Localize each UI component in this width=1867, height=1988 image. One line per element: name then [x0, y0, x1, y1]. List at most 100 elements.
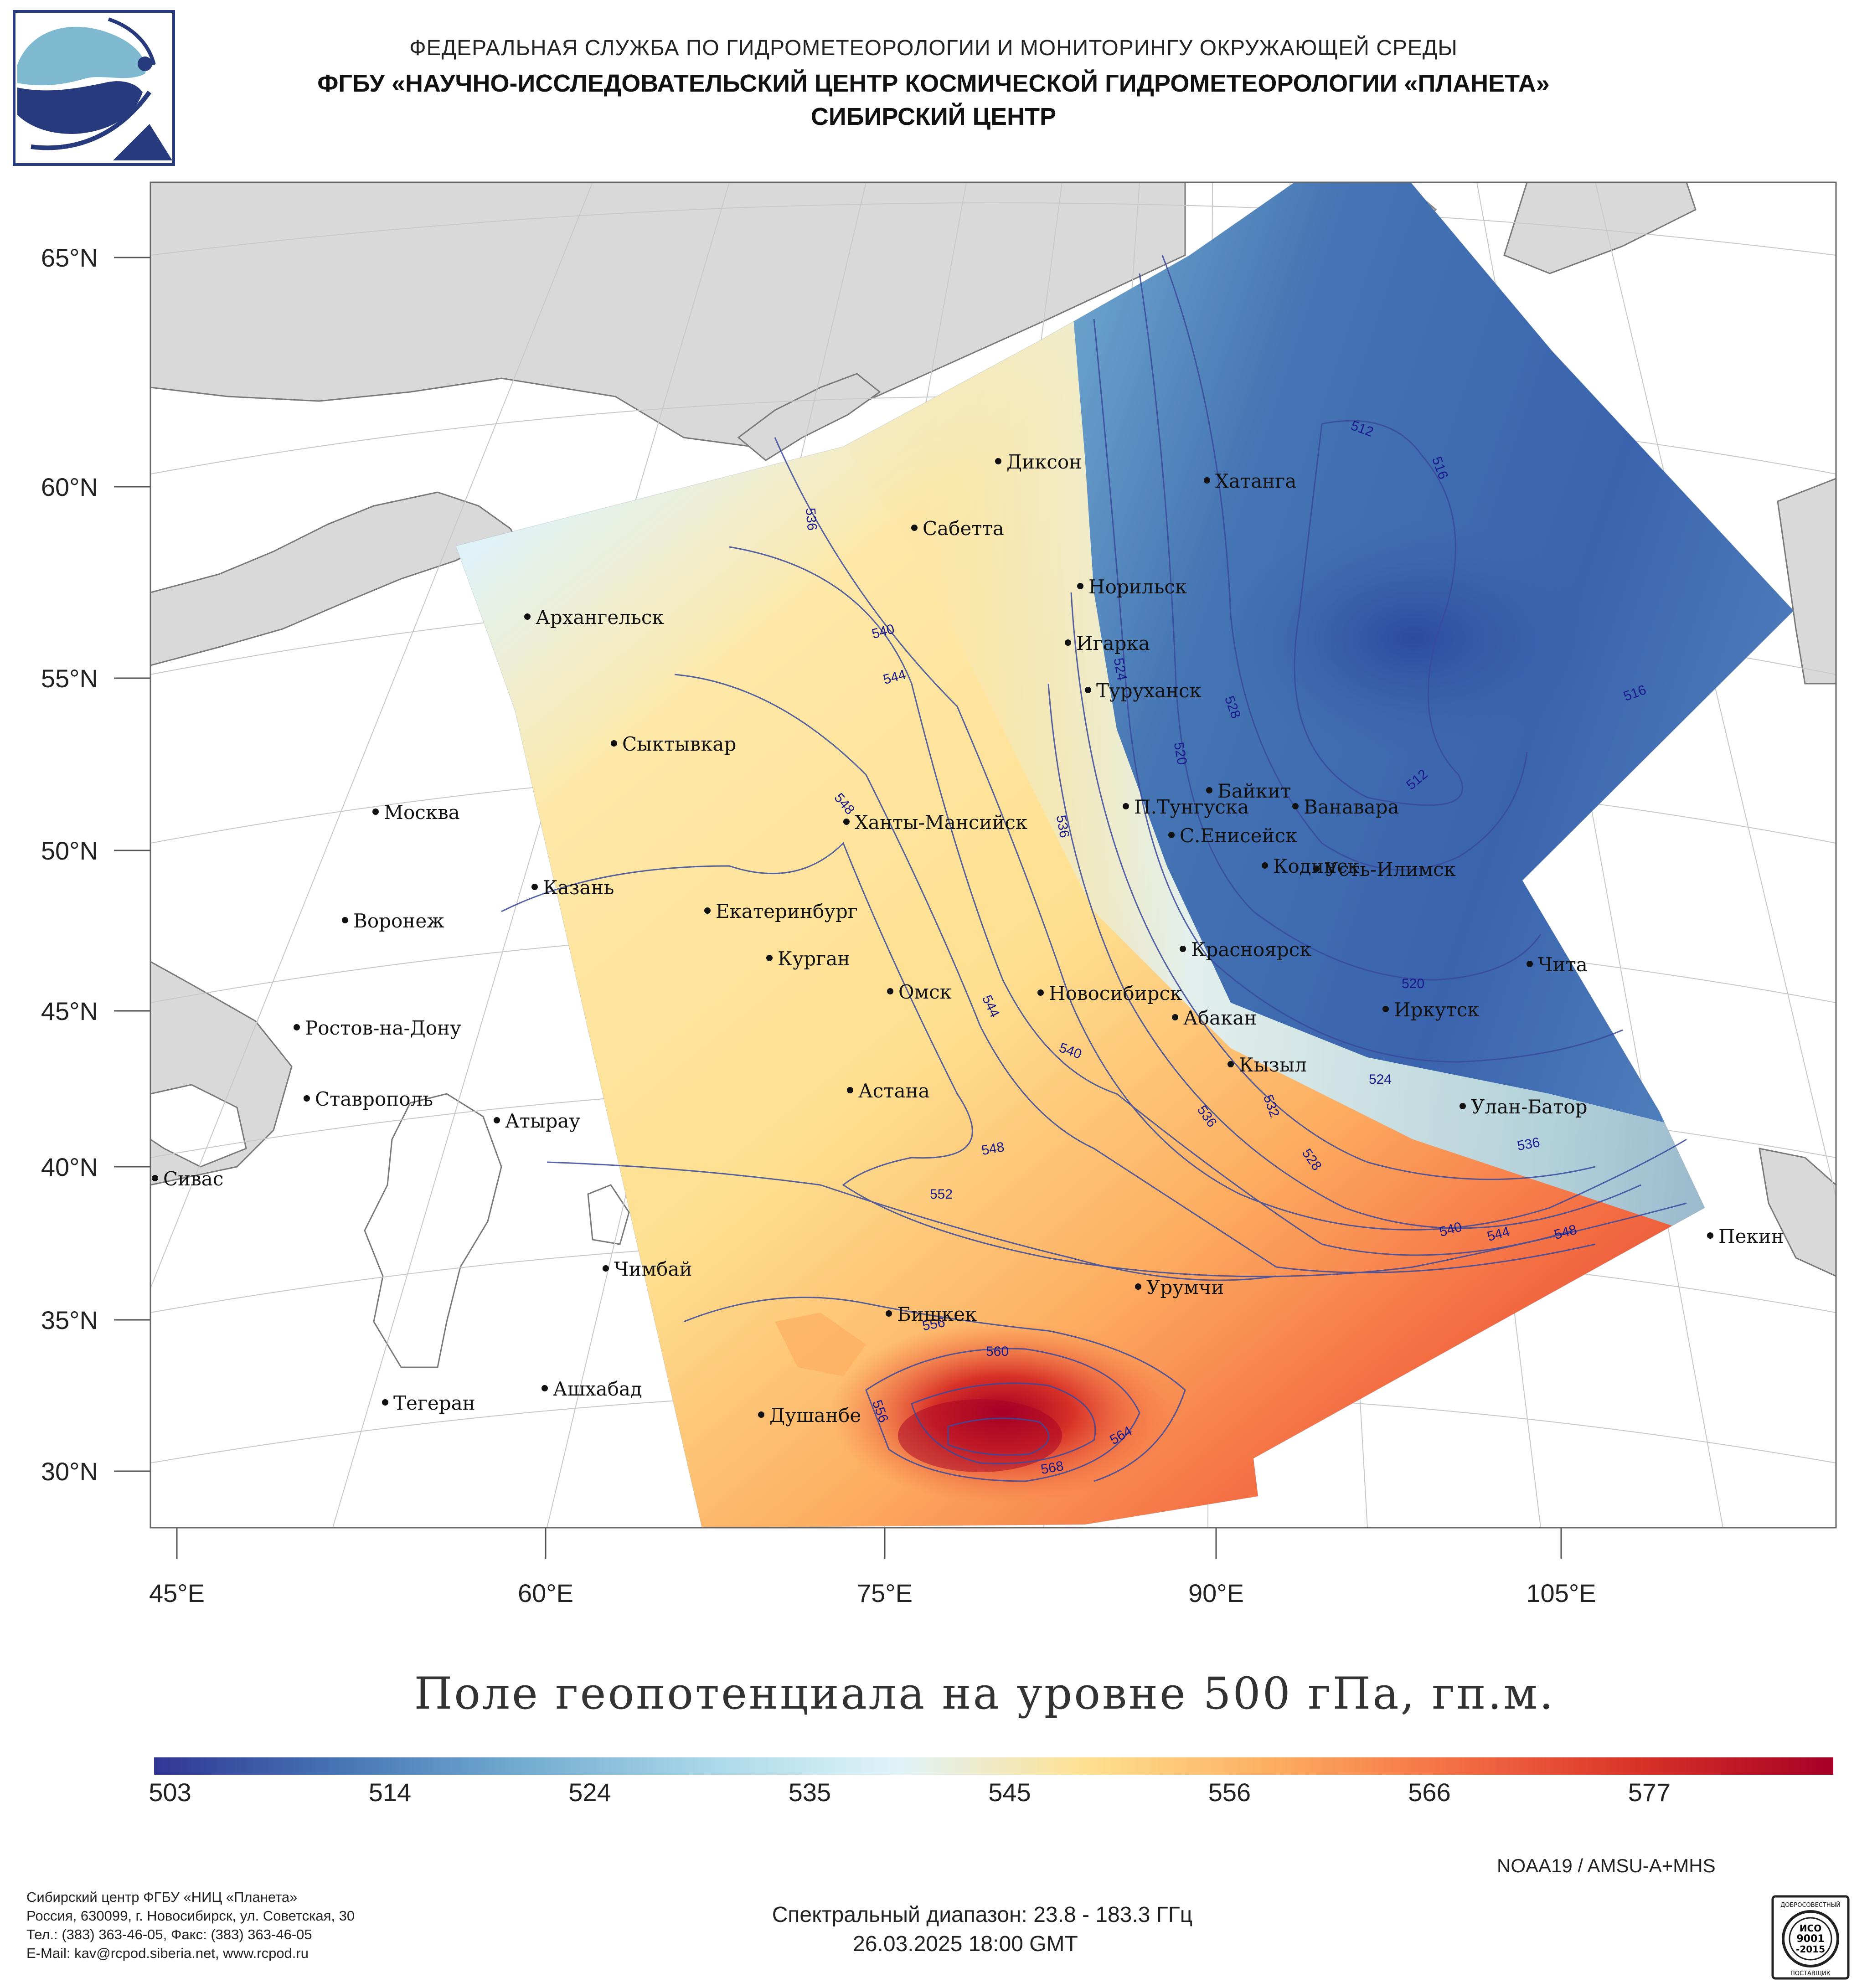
- contour-516: [1161, 255, 1528, 871]
- city-marker: Сивас: [152, 1168, 223, 1190]
- city-label: Норильск: [1088, 576, 1187, 598]
- lat-label: 60°N: [41, 473, 98, 501]
- city-dot: [1707, 1232, 1713, 1239]
- city-label: Туруханск: [1096, 680, 1202, 702]
- contour-label: 524: [1369, 1072, 1392, 1087]
- contour-552: [547, 1161, 1277, 1281]
- city-marker: Сыктывкар: [611, 733, 736, 755]
- contour-532: [1047, 683, 1641, 1229]
- city-label: С.Енисейск: [1180, 824, 1297, 847]
- sensor-label: NOAA19 / AMSU-A+MHS: [1497, 1855, 1716, 1876]
- city-label: Ашхабад: [553, 1378, 642, 1400]
- city-label: Ставрополь: [315, 1088, 433, 1110]
- city-dot: [1527, 961, 1533, 967]
- footer-contacts: Сибирский центр ФГБУ «НИЦ «Планета» Росс…: [26, 1888, 355, 1962]
- city-label: Архангельск: [536, 606, 664, 628]
- city-label: Москва: [384, 801, 460, 824]
- city-label: Пекин: [1718, 1225, 1784, 1247]
- city-label: Чимбай: [614, 1258, 692, 1280]
- city-label: Атырау: [505, 1110, 580, 1132]
- city-dot: [766, 955, 773, 961]
- city-label: Сыктывкар: [622, 733, 736, 755]
- city-marker: С.Енисейск: [1168, 824, 1297, 847]
- city-marker: Абакан: [1172, 1007, 1257, 1029]
- city-marker: Новосибирск: [1037, 982, 1182, 1004]
- lon-label: 105°E: [1526, 1579, 1596, 1607]
- city-marker: Урумчи: [1135, 1276, 1224, 1298]
- colorbar-tick-label: 556: [1208, 1778, 1251, 1807]
- city-dot: [1065, 639, 1071, 646]
- city-dot: [1382, 1006, 1389, 1012]
- iso-badge-year: -2015: [1796, 1944, 1825, 1955]
- city-label: Абакан: [1183, 1007, 1257, 1029]
- city-dot: [1460, 1103, 1466, 1109]
- city-marker: Игарка: [1065, 632, 1150, 654]
- city-dot: [1206, 787, 1212, 793]
- city-label: Диксон: [1006, 451, 1082, 473]
- header-center: СИБИРСКИЙ ЦЕНТР: [810, 103, 1057, 130]
- colorbar-tick-label: 514: [368, 1778, 412, 1807]
- city-marker: Усть-Илимск: [1313, 858, 1456, 881]
- city-dot: [1180, 946, 1186, 952]
- city-marker: Астана: [847, 1080, 930, 1102]
- header-institute: ФГБУ «НАУЧНО-ИССЛЕДОВАТЕЛЬСКИЙ ЦЕНТР КОС…: [317, 70, 1550, 97]
- contours: [501, 255, 1687, 1482]
- lat-label: 45°N: [41, 997, 98, 1025]
- iso-badge-top: ДОБРОСОВЕСТНЫЙ: [1780, 1901, 1841, 1909]
- spectral-range: Спектральный диапазон: 23.8 - 183.3 ГГц: [772, 1903, 1193, 1927]
- contour-540: [729, 546, 1573, 1256]
- city-label: Екатеринбург: [716, 900, 858, 922]
- city-marker: Душанбе: [758, 1404, 861, 1427]
- footer-line: E-Mail: kav@rcpod.siberia.net, www.rcpod…: [26, 1945, 309, 1961]
- city-label: Усть-Илимск: [1325, 858, 1456, 881]
- city-marker: Ванавара: [1292, 796, 1399, 818]
- city-dot: [1135, 1283, 1141, 1290]
- pacific-coast: [1777, 478, 1836, 685]
- city-label: Сивас: [163, 1168, 223, 1190]
- longitude-axis: 45°E 60°E 75°E 90°E 105°E: [149, 1528, 1596, 1607]
- contour-label: 520: [1402, 976, 1424, 991]
- contour-512: [1294, 420, 1463, 806]
- contour-536: [774, 437, 1687, 1231]
- city-dot: [1172, 1014, 1178, 1020]
- contour-label: 560: [986, 1344, 1009, 1359]
- contour-560: [865, 1348, 1140, 1482]
- city-dot: [847, 1087, 853, 1093]
- chart-title: Поле геопотенциала на уровне 500 гПа, гп…: [414, 1668, 1555, 1719]
- lat-label: 35°N: [41, 1306, 98, 1334]
- city-label: Новосибирск: [1049, 982, 1182, 1004]
- contour-label: 552: [930, 1187, 953, 1202]
- iso-badge-number: 9001: [1796, 1933, 1824, 1945]
- land-masses: [150, 182, 1836, 1368]
- lon-label: 45°E: [149, 1579, 205, 1607]
- contour-568: [947, 1417, 1050, 1456]
- contour-544: [674, 674, 1596, 1273]
- city-dot: [758, 1411, 764, 1418]
- city-dot: [342, 917, 348, 923]
- city-label: Иркутск: [1394, 999, 1479, 1021]
- black-sea: [150, 1084, 247, 1168]
- lon-label: 90°E: [1188, 1579, 1244, 1607]
- city-marker: Архангельск: [524, 606, 664, 628]
- header-agency: ФЕДЕРАЛЬНАЯ СЛУЖБА ПО ГИДРОМЕТЕОРОЛОГИИ …: [409, 36, 1458, 60]
- city-dot: [1037, 989, 1044, 996]
- city-dot: [995, 458, 1001, 464]
- city-marker: Ашхабад: [542, 1378, 642, 1400]
- city-marker: Чита: [1527, 953, 1588, 976]
- city-label: Байкит: [1217, 780, 1291, 802]
- city-dot: [372, 809, 379, 815]
- city-marker: Кызыл: [1227, 1054, 1307, 1076]
- city-dot: [1123, 803, 1129, 809]
- city-marker: Байкит: [1206, 780, 1291, 802]
- contour-520: [1139, 273, 1542, 981]
- iso-badge: ДОБРОСОВЕСТНЫЙ ИСО 9001 -2015 ПОСТАВЩИК: [1771, 1895, 1850, 1980]
- city-marker: Пекин: [1707, 1225, 1784, 1247]
- swath-outline: [455, 182, 1794, 1528]
- arctic-landmass: [150, 182, 1186, 448]
- contour-556: [683, 1297, 1186, 1482]
- city-dot: [1168, 832, 1175, 838]
- colorbar-tick-label: 535: [788, 1778, 831, 1807]
- contour-564: [911, 1382, 1096, 1464]
- footer-line: Сибирский центр ФГБУ «НИЦ «Планета»: [26, 1889, 298, 1905]
- aral-sea: [587, 1184, 630, 1245]
